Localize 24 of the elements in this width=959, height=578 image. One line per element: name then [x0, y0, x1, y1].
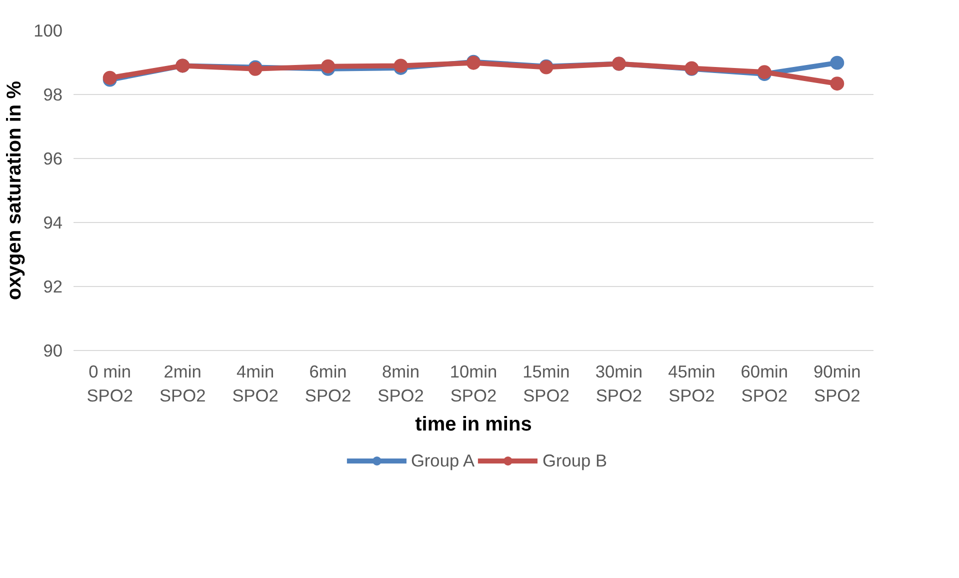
x-tick-label: 30min SPO2 [595, 362, 643, 406]
y-tick-label: 90 [43, 340, 63, 360]
x-tick-label: 90min SPO2 [814, 362, 861, 406]
x-tick-label: 2min SPO2 [159, 362, 206, 406]
x-tick-label: 0 min SPO2 [86, 362, 133, 406]
y-tick-label: 94 [43, 212, 63, 232]
x-tick-label: 45min SPO2 [668, 362, 716, 406]
y-tick-label: 92 [43, 276, 63, 296]
point [830, 56, 844, 70]
x-tick-label: 15min SPO2 [522, 362, 570, 406]
x-tick-label: 6min SPO2 [304, 362, 352, 406]
x-tick-label: 8min SPO2 [378, 362, 424, 406]
y-tick-label: 100 [34, 20, 63, 40]
y-tick-label: 96 [43, 148, 63, 168]
legend-label: Group A [410, 450, 475, 471]
legend-label: Group B [542, 450, 608, 471]
y-axis-title: oxygen saturation in % [4, 80, 26, 300]
point [321, 59, 336, 74]
x-tick-label: 4min SPO2 [232, 362, 278, 406]
x-tick-label: 10min SPO2 [450, 362, 498, 406]
x-axis-title: time in mins [415, 414, 532, 436]
y-tick-label: 98 [43, 84, 63, 104]
x-tick-label: 60min SPO2 [740, 362, 788, 406]
point [830, 76, 844, 91]
